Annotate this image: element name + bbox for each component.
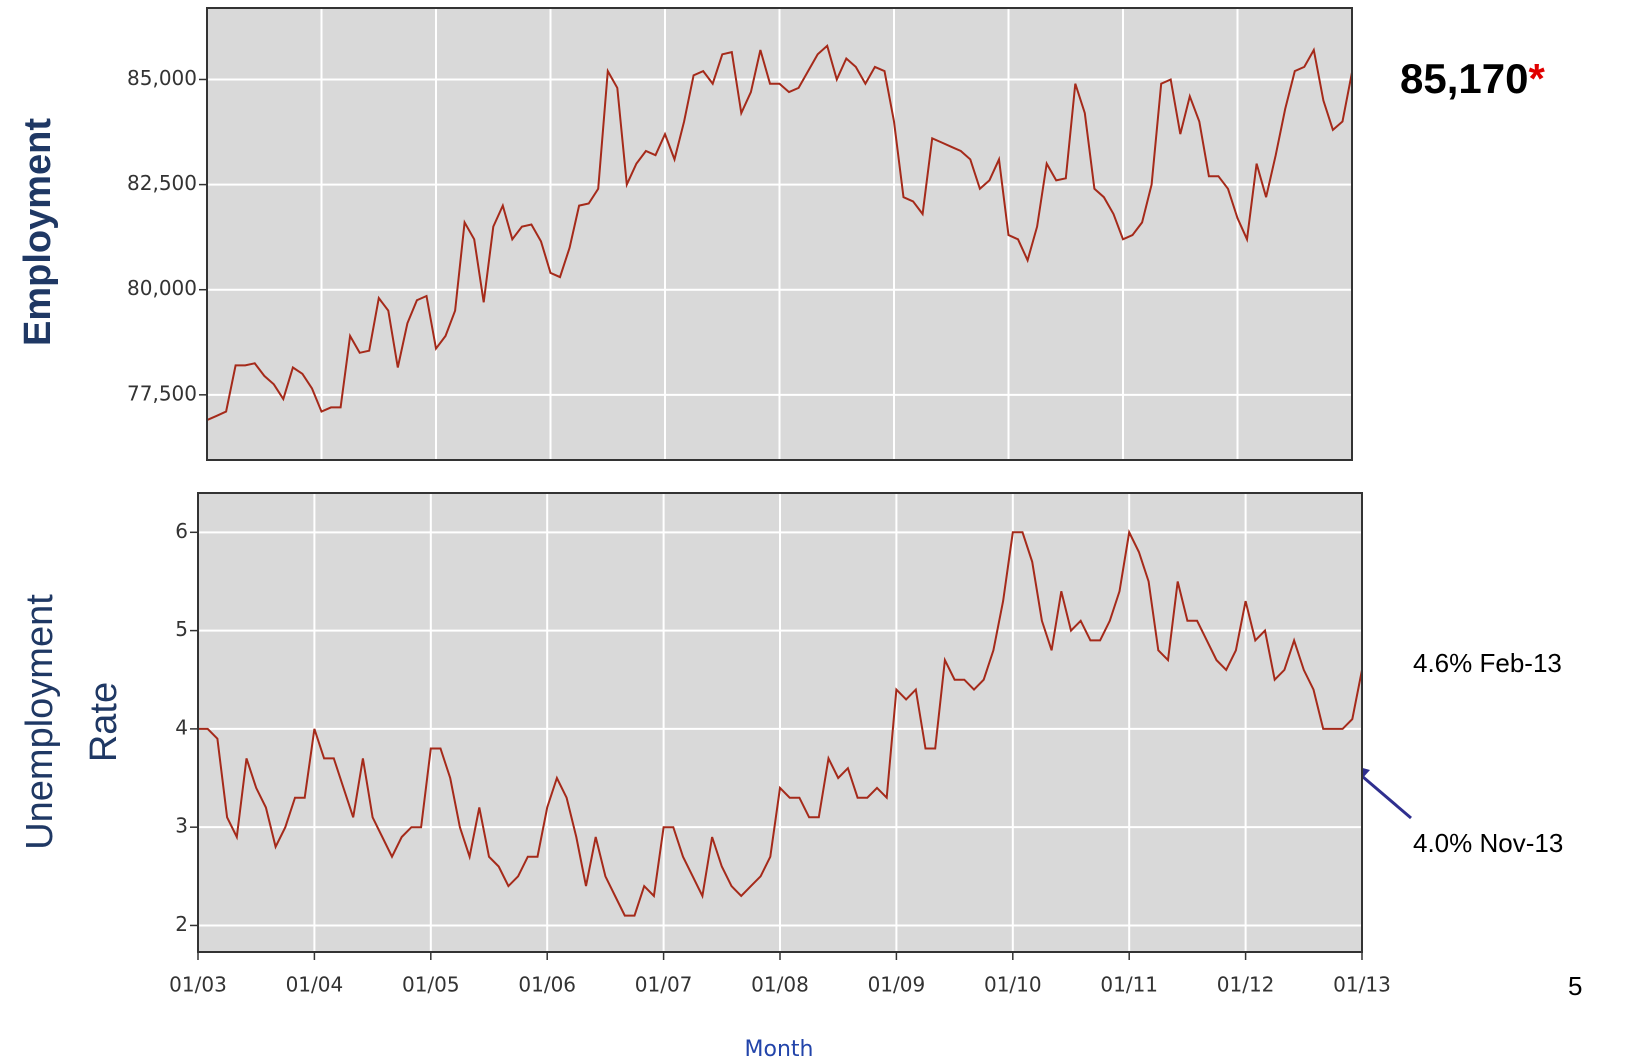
y-tick-label: 2 xyxy=(175,912,188,936)
arrow xyxy=(1355,769,1412,820)
data-line xyxy=(198,529,1363,917)
y-tick-label: 5 xyxy=(175,617,188,641)
data-line xyxy=(206,43,1353,422)
annotation: 4.0% Nov-13 xyxy=(1413,828,1563,858)
latest-value: 85,170* xyxy=(1400,55,1545,102)
x-tick-label: 01/09 xyxy=(868,973,926,997)
x-tick-label: 01/06 xyxy=(518,973,576,997)
plot-frame xyxy=(206,7,1353,461)
x-tick-label: 01/05 xyxy=(402,973,460,997)
plot-frame xyxy=(197,492,1363,953)
y-axis-label: Rate xyxy=(83,682,125,762)
annotation: 85,170 xyxy=(1400,55,1528,102)
y-tick-label: 85,000 xyxy=(127,66,197,90)
y-tick-label: 82,500 xyxy=(127,171,197,195)
page-number: 5 xyxy=(1568,971,1582,1001)
y-tick-label: 80,000 xyxy=(127,276,197,300)
y-axis-label: Employment xyxy=(17,118,59,346)
x-tick-label: 01/08 xyxy=(751,973,809,997)
y-tick-label: 4 xyxy=(175,715,188,739)
x-tick-label: 01/10 xyxy=(984,973,1042,997)
annotation-marker: * xyxy=(1528,55,1545,102)
y-tick-label: 77,500 xyxy=(127,381,197,405)
y-tick-label: 6 xyxy=(175,519,188,543)
y-tick-label: 3 xyxy=(175,814,188,838)
annotation: 4.6% Feb-13 xyxy=(1413,648,1562,678)
x-tick-label: 01/03 xyxy=(169,973,227,997)
x-tick-label: 01/04 xyxy=(286,973,344,997)
x-axis-label: Month xyxy=(745,1037,814,1062)
x-tick-label: 01/13 xyxy=(1333,973,1391,997)
y-axis-label: Unemployment xyxy=(19,594,61,850)
x-tick-label: 01/11 xyxy=(1100,973,1158,997)
x-tick-label: 01/12 xyxy=(1217,973,1275,997)
x-tick-label: 01/07 xyxy=(635,973,693,997)
